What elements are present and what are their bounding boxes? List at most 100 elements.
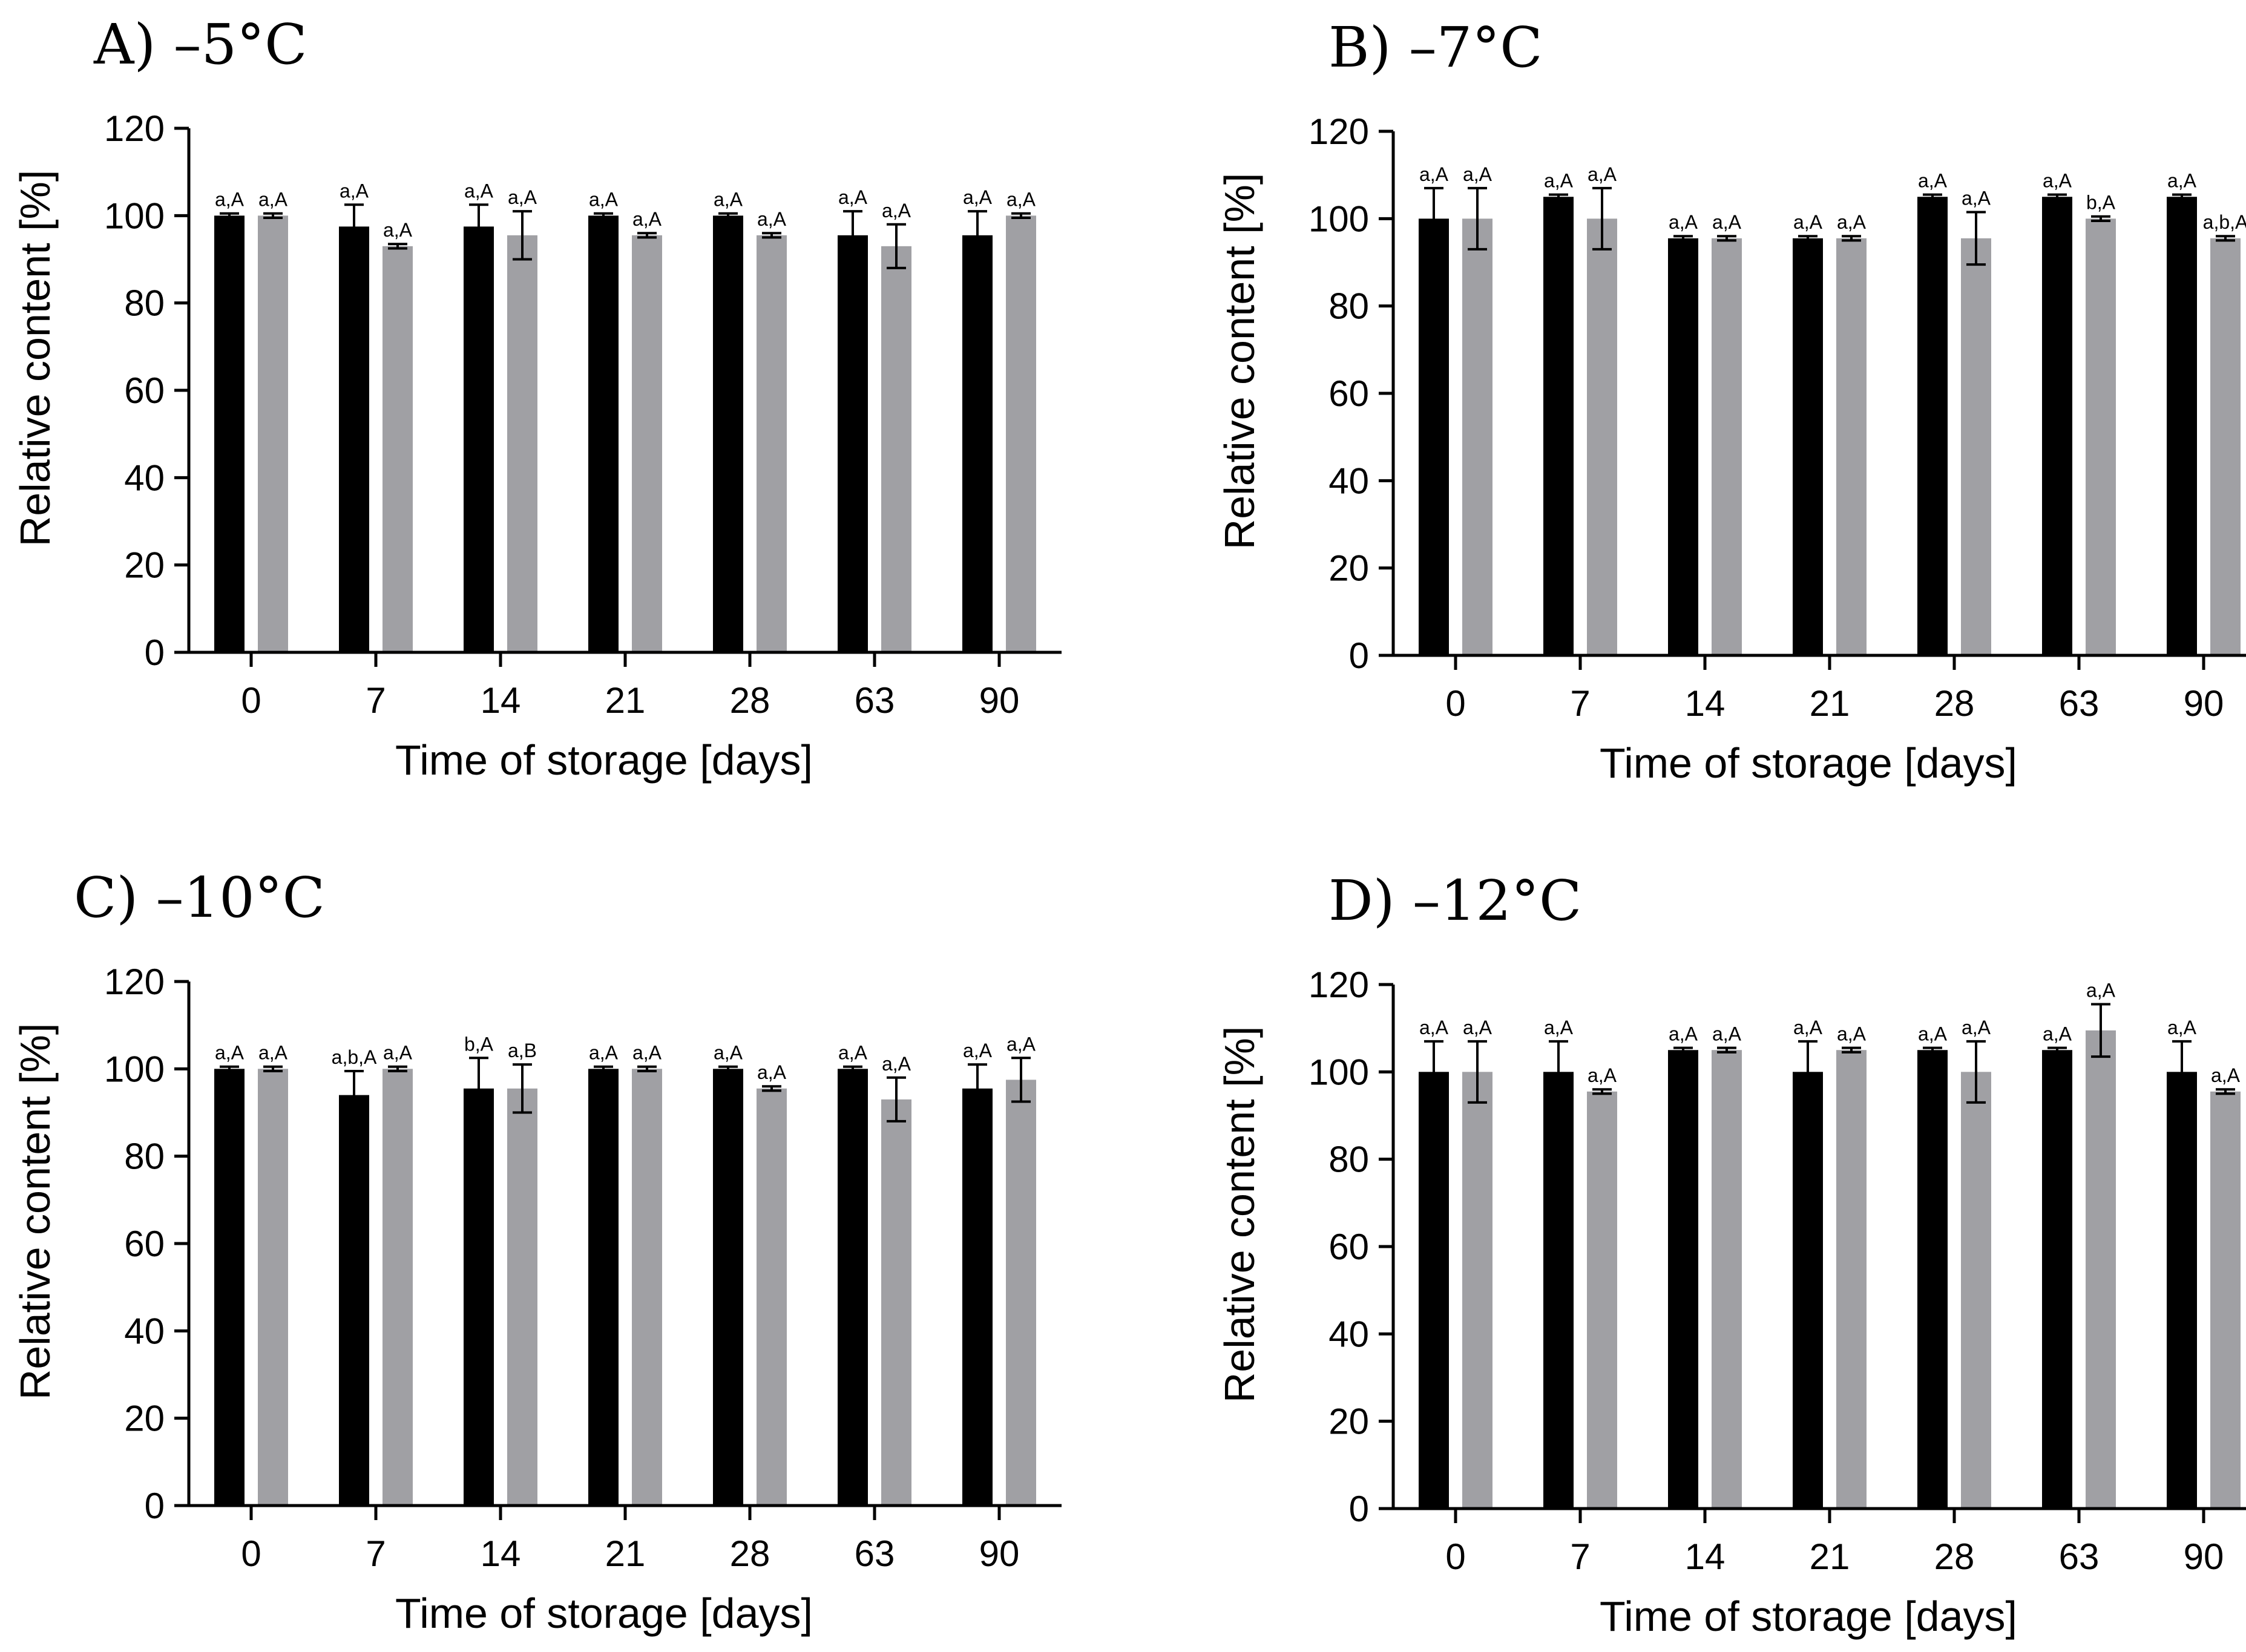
significance-label: a,A bbox=[1962, 1017, 1991, 1038]
error-bar bbox=[1592, 1088, 1612, 1095]
x-tick-label: 28 bbox=[1934, 1536, 1975, 1577]
bar bbox=[1543, 1072, 1574, 1509]
error-bar bbox=[469, 1057, 488, 1121]
significance-label: a,A bbox=[1588, 163, 1617, 185]
significance-label: a,A bbox=[383, 219, 413, 241]
significance-label: a,A bbox=[1544, 1017, 1574, 1038]
significance-label: a,A bbox=[1712, 1023, 1742, 1045]
bar bbox=[339, 1095, 369, 1506]
bar bbox=[1462, 1072, 1492, 1509]
significance-label: a,A bbox=[1793, 1017, 1823, 1038]
error-bar bbox=[887, 223, 906, 269]
error-bar bbox=[843, 1065, 862, 1072]
panel-a: A) –5°C Relative content [%] Time of sto… bbox=[11, 12, 1062, 784]
y-tick-label: 20 bbox=[1328, 1401, 1369, 1442]
error-bar bbox=[2091, 215, 2110, 222]
significance-label: a,A bbox=[757, 1061, 787, 1083]
bar bbox=[2167, 197, 2197, 655]
bar bbox=[588, 1069, 619, 1506]
bar bbox=[632, 1069, 662, 1506]
significance-label: a,A bbox=[508, 186, 537, 208]
bar bbox=[1712, 1050, 1742, 1509]
significance-label: a,A bbox=[589, 189, 619, 211]
significance-label: a,A bbox=[1837, 211, 1867, 233]
error-bar bbox=[388, 243, 407, 250]
significance-label: a,A bbox=[838, 186, 868, 208]
axes bbox=[1391, 985, 2246, 1510]
bar bbox=[1793, 238, 1823, 655]
significance-label: a,A bbox=[1006, 1033, 1036, 1055]
significance-label: a,A bbox=[258, 1042, 288, 1064]
x-tick-label: 90 bbox=[2184, 1536, 2224, 1577]
significance-label: a,A bbox=[838, 1042, 868, 1064]
error-bar bbox=[843, 210, 862, 261]
axes bbox=[187, 128, 1062, 654]
bar bbox=[1587, 1091, 1617, 1509]
y-tick-label: 20 bbox=[124, 545, 165, 586]
error-bar bbox=[968, 210, 987, 261]
bar bbox=[881, 1099, 911, 1506]
significance-label: a,A bbox=[1006, 189, 1036, 211]
axes bbox=[1391, 131, 2246, 657]
significance-label: a,A bbox=[1712, 211, 1742, 233]
significance-label: a,A bbox=[963, 1040, 993, 1061]
error-bar bbox=[388, 1065, 407, 1072]
panel-b-ylabel: Relative content [%] bbox=[1216, 173, 1263, 550]
significance-label: a,A bbox=[1419, 1017, 1449, 1038]
error-bar bbox=[1468, 186, 1487, 251]
error-bar bbox=[1798, 1040, 1817, 1104]
panel-d-xlabel: Time of storage [days] bbox=[1600, 1593, 2017, 1640]
significance-label: a,A bbox=[258, 189, 288, 211]
y-tick-label: 60 bbox=[124, 370, 165, 411]
panel-c: C) –10°C Relative content [%] Time of st… bbox=[11, 865, 1062, 1637]
significance-label: a,A bbox=[2043, 1023, 2072, 1045]
x-tick-label: 7 bbox=[366, 1533, 386, 1574]
y-tick-label: 60 bbox=[1328, 373, 1369, 414]
error-bar bbox=[594, 212, 613, 219]
bar bbox=[507, 1088, 537, 1506]
y-tick-label: 0 bbox=[1349, 635, 1369, 676]
y-tick-label: 100 bbox=[1309, 198, 1369, 239]
significance-label: a,A bbox=[1544, 170, 1574, 192]
bar bbox=[1668, 238, 1698, 655]
x-tick-label: 63 bbox=[855, 1533, 895, 1574]
error-bar bbox=[1842, 235, 1861, 242]
error-bar bbox=[637, 1065, 657, 1072]
error-bar bbox=[1673, 235, 1693, 242]
bar bbox=[962, 235, 993, 652]
bar bbox=[383, 246, 413, 653]
error-bar bbox=[1592, 186, 1612, 251]
significance-label: a,A bbox=[1962, 188, 1991, 209]
panel-d-plot: 0 20 40 60 80 100 120 a,A a,A 0 a,A a,A 7 a,A a,A 14 a,A… bbox=[1309, 965, 2246, 1577]
error-bar bbox=[2216, 1088, 2235, 1095]
x-tick-label: 28 bbox=[730, 680, 770, 721]
error-bar bbox=[1966, 211, 1986, 266]
bar bbox=[2042, 197, 2072, 655]
significance-label: a,A bbox=[1669, 1023, 1698, 1045]
error-bar bbox=[469, 203, 488, 250]
x-tick-label: 14 bbox=[1685, 683, 1726, 724]
bar bbox=[757, 235, 787, 652]
significance-label: a,B bbox=[508, 1040, 537, 1061]
panel-b-plot: 0 20 40 60 80 100 120 a,A a,A 0 a,A a,A 7 a,A a,A 14 a,A… bbox=[1309, 111, 2246, 724]
x-tick-label: 28 bbox=[730, 1533, 770, 1574]
significance-label: a,A bbox=[1918, 170, 1948, 192]
bar bbox=[1836, 1050, 1867, 1509]
bar bbox=[713, 215, 743, 652]
significance-label: a,b,A bbox=[2203, 211, 2246, 233]
x-tick-label: 7 bbox=[1570, 1536, 1590, 1577]
x-tick-label: 14 bbox=[481, 680, 521, 721]
significance-label: a,A bbox=[1793, 211, 1823, 233]
axes bbox=[187, 982, 1062, 1507]
bar bbox=[1793, 1072, 1823, 1509]
error-bar bbox=[718, 212, 738, 219]
panel-d-title: D) –12°C bbox=[1328, 868, 1581, 933]
bar bbox=[464, 226, 494, 652]
bar bbox=[1917, 1050, 1948, 1509]
x-tick-label: 0 bbox=[241, 680, 261, 721]
panel-d-ylabel: Relative content [%] bbox=[1216, 1026, 1263, 1403]
panel-a-ylabel: Relative content [%] bbox=[11, 170, 59, 547]
panel-a-title: A) –5°C bbox=[93, 12, 307, 77]
error-bar bbox=[263, 212, 283, 219]
